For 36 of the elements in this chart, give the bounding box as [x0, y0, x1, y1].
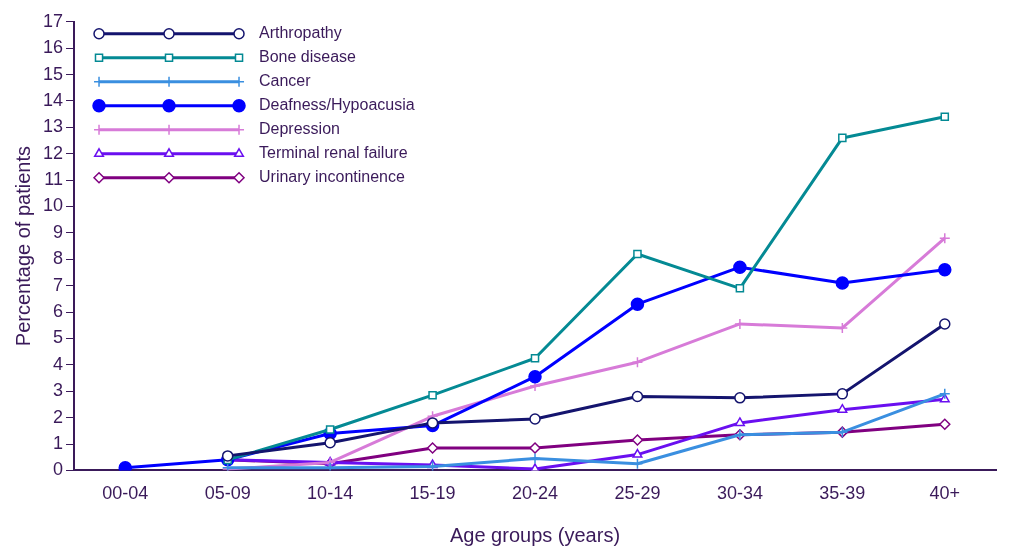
x-tick-label: 35-39	[819, 483, 866, 504]
y-tick-label: 6	[53, 301, 64, 322]
x-tick-label: 15-19	[409, 483, 456, 504]
legend-label: Arthropathy	[259, 24, 342, 42]
legend-label: Deafness/Hypoacusia	[259, 96, 415, 114]
legend-label: Terminal renal failure	[259, 144, 408, 162]
x-tick-label: 20-24	[511, 483, 559, 504]
y-tick-label: 2	[53, 406, 64, 427]
y-tick-label: 15	[42, 63, 64, 84]
x-tick-label: 30-34	[716, 483, 763, 504]
legend-label: Bone disease	[259, 48, 357, 66]
y-axis-title: Percentage of patients	[11, 146, 34, 347]
y-tick-label: 11	[44, 169, 64, 190]
x-tick-label: 05-09	[204, 483, 251, 504]
legend-label: Urinary incontinence	[259, 168, 405, 186]
y-tick-label: 17	[42, 10, 64, 31]
y-tick-label: 9	[53, 221, 64, 242]
x-tick-label: 00-04	[102, 483, 149, 504]
y-tick-label: 4	[53, 353, 64, 374]
legend-label: Depression	[259, 120, 340, 138]
x-axis-title: Age groups (years)	[449, 523, 621, 546]
y-tick-label: 8	[53, 248, 64, 269]
y-tick-label: 13	[42, 116, 64, 137]
x-tick-label: 10-14	[307, 483, 354, 504]
legend-label: Cancer	[259, 72, 312, 90]
y-tick-label: 1	[53, 432, 64, 453]
y-tick-label: 5	[53, 327, 64, 348]
x-tick-label: 25-29	[614, 483, 661, 504]
x-tick-label: 40+	[929, 483, 961, 504]
y-tick-label: 12	[42, 142, 64, 163]
y-tick-label: 3	[53, 380, 64, 401]
y-tick-label: 14	[42, 89, 64, 110]
y-tick-label: 0	[53, 459, 64, 480]
y-tick-label: 10	[42, 195, 64, 216]
y-tick-label: 16	[42, 37, 64, 58]
y-tick-label: 7	[53, 274, 64, 295]
